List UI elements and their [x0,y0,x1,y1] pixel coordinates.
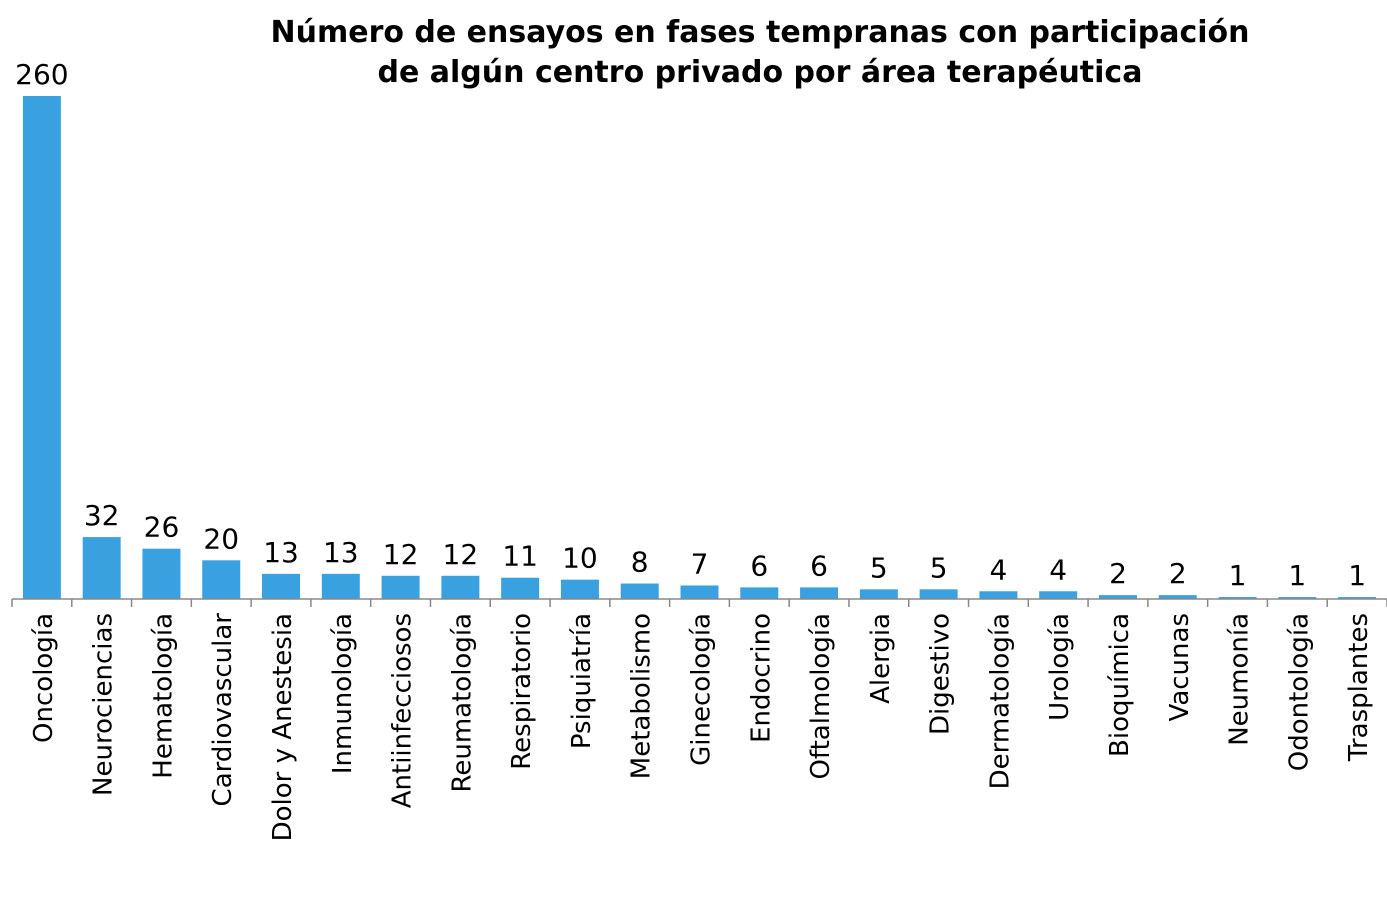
bar [620,583,659,599]
x-tick-label: Trasplantes [1344,613,1374,762]
bar [1098,595,1137,599]
value-label: 4 [989,553,1007,586]
value-label: 26 [144,511,180,544]
x-tick-label: Oncología [29,613,59,743]
x-tick-label: Reumatología [447,613,477,793]
chart-title: Número de ensayos en fases tempranas con… [271,15,1250,50]
value-label: 13 [323,536,359,569]
bar [1278,597,1317,599]
bar [381,575,420,599]
bar [441,575,480,599]
x-tick-label: Metabolismo [627,613,657,779]
value-label: 1 [1288,559,1306,592]
value-label: 8 [631,546,649,579]
x-tick-label: Digestivo [926,613,956,735]
value-label: 1 [1229,559,1247,592]
value-label: 7 [691,547,709,580]
bar [680,585,719,599]
x-tick-label: Urología [1045,613,1075,721]
x-tick-label: Ginecología [687,613,717,766]
value-label: 5 [870,551,888,584]
x-tick-label: Psiquiatría [567,613,597,749]
bar [1039,591,1078,599]
bar [1338,597,1377,599]
value-label: 2 [1169,557,1187,590]
bar [321,573,360,599]
value-label: 4 [1049,553,1067,586]
x-tick-label: Bioquímica [1105,613,1135,757]
value-label: 12 [383,538,419,571]
value-label: 1 [1348,559,1366,592]
value-label: 2 [1109,557,1127,590]
bar [979,591,1018,599]
bar [22,96,61,599]
value-label: 20 [203,522,239,555]
value-label: 5 [930,551,948,584]
value-label: 10 [562,542,598,575]
value-label: 6 [750,549,768,582]
value-label: 6 [810,549,828,582]
value-label: 13 [263,536,299,569]
bar [1158,595,1197,599]
value-label: 11 [502,540,538,573]
x-tick-label: Oftalmología [806,613,836,780]
x-tick-label: Dermatología [985,613,1015,789]
x-tick-label: Hematología [148,613,178,779]
x-tick-label: Dolor y Anestesia [268,613,298,841]
bar [262,573,301,599]
x-tick-label: Inmunología [328,613,358,774]
x-tick-label: Neumonía [1225,613,1255,746]
x-tick-label: Antiinfecciosos [388,613,418,808]
bar [859,589,898,599]
bar [560,579,599,599]
bar [82,537,121,599]
chart-title: de algún centro privado por área terapéu… [378,55,1143,90]
value-label: 260 [15,58,68,91]
bar [501,577,540,599]
bar [142,548,181,599]
x-tick-label: Alergia [866,613,896,704]
bar [740,587,779,599]
x-tick-label: Odontología [1284,613,1314,771]
bar [800,587,839,599]
x-tick-label: Respiratorio [507,613,537,770]
bar [919,589,958,599]
value-label: 32 [84,499,120,532]
x-tick-label: Vacunas [1165,613,1195,721]
x-tick-label: Endocrino [746,613,776,743]
x-tick-label: Neurociencias [89,613,119,796]
bar [202,560,241,599]
bar [1218,597,1257,599]
value-label: 12 [443,538,479,571]
x-tick-label: Cardiovascular [208,613,238,807]
